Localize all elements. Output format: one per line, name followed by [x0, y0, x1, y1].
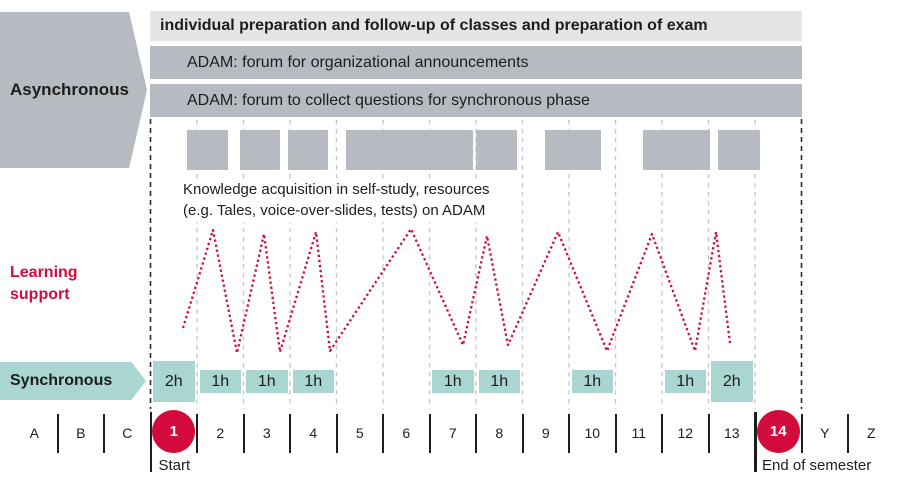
selfstudy-block [643, 130, 710, 170]
asynchronous-arrow: Asynchronous [0, 12, 147, 168]
axis-slot-label: 11 [631, 425, 647, 441]
axis-tick [800, 414, 803, 453]
selfstudy-block [288, 130, 328, 170]
session-box-week-7: 1h [432, 370, 474, 393]
axis-tick [382, 414, 384, 453]
selfstudy-block [240, 130, 280, 170]
session-box-week-8: 1h [478, 370, 520, 393]
axis-slot-label: Y [820, 425, 830, 441]
asynchronous-label: Asynchronous [10, 80, 130, 99]
axis-tick [428, 414, 431, 453]
adam-questions-text: ADAM: forum to collect questions for syn… [187, 91, 590, 109]
axis-tick [103, 414, 105, 453]
session-box-week-1: 2h [153, 361, 195, 402]
adam-announcements-bar: ADAM: forum for organizational announcem… [150, 46, 802, 79]
axis-slot-label: 8 [495, 425, 504, 441]
session-box-week-2: 1h [199, 370, 241, 393]
axis-tick [475, 414, 477, 453]
synchronous-arrow: Synchronous [0, 362, 146, 400]
selfstudy-note-line1: Knowledge acquisition in self-study, res… [183, 181, 490, 198]
adam-questions-bar: ADAM: forum to collect questions for syn… [150, 84, 802, 117]
axis-slot-label: C [122, 425, 133, 441]
axis-boundary-line [149, 412, 152, 472]
axis-slot-label: 5 [355, 425, 364, 441]
selfstudy-block [545, 130, 601, 170]
axis-tick [242, 414, 245, 453]
axis-slot-label: 2 [216, 425, 225, 441]
selfstudy-block [346, 130, 473, 170]
start-label: Start [158, 457, 191, 474]
axis-slot-label: 7 [448, 425, 457, 441]
axis-slot-label: 4 [309, 425, 318, 441]
session-box-week-13: 2h [711, 361, 753, 402]
axis-tick [56, 414, 59, 453]
session-box-week-10: 1h [571, 370, 613, 393]
individual-preparation-text: individual preparation and follow-up of … [160, 17, 708, 34]
axis-tick [614, 414, 617, 453]
session-box-week-3: 1h [246, 370, 288, 393]
week-circle-1: 1 [152, 410, 196, 453]
session-box-week-4: 1h [292, 370, 334, 393]
axis-slot-label: Z [866, 425, 876, 441]
selfstudy-block [718, 130, 760, 170]
axis-slot-label: 10 [584, 425, 601, 441]
learning-support-curve [181, 227, 732, 355]
axis-slot-label: B [76, 425, 86, 441]
axis-tick [707, 414, 710, 453]
axis-slot-label: 12 [677, 425, 694, 441]
individual-preparation-bar: individual preparation and follow-up of … [150, 11, 802, 41]
selfstudy-note: Knowledge acquisition in self-study, res… [183, 179, 494, 222]
selfstudy-note-line2: (e.g. Tales, voice-over-slides, tests) o… [183, 202, 486, 219]
learning-support-label-line1: Learning [10, 264, 78, 281]
week-circle-14: 14 [756, 410, 800, 453]
axis-tick [196, 414, 198, 453]
axis-slot-label: 13 [723, 425, 740, 441]
axis-slot-label: A [29, 425, 39, 441]
selfstudy-block [476, 130, 517, 170]
end-label: End of semester [762, 457, 872, 474]
axis-tick [661, 414, 663, 453]
axis-slot-label: 3 [262, 425, 271, 441]
selfstudy-block [187, 130, 228, 170]
learning-support-label: Learning support [10, 262, 78, 306]
adam-announcements-text: ADAM: forum for organizational announcem… [187, 53, 529, 71]
synchronous-label: Synchronous [10, 372, 113, 389]
axis-slot-label: 9 [541, 425, 550, 441]
session-box-week-12: 1h [664, 370, 706, 393]
axis-tick [335, 414, 338, 453]
axis-tick [521, 414, 524, 453]
learning-support-label-line2: support [10, 286, 70, 303]
axis-boundary-line [754, 412, 757, 472]
axis-slot-label: 6 [402, 425, 411, 441]
axis-tick [568, 414, 570, 453]
axis-tick [847, 414, 849, 453]
axis-tick [289, 414, 291, 453]
